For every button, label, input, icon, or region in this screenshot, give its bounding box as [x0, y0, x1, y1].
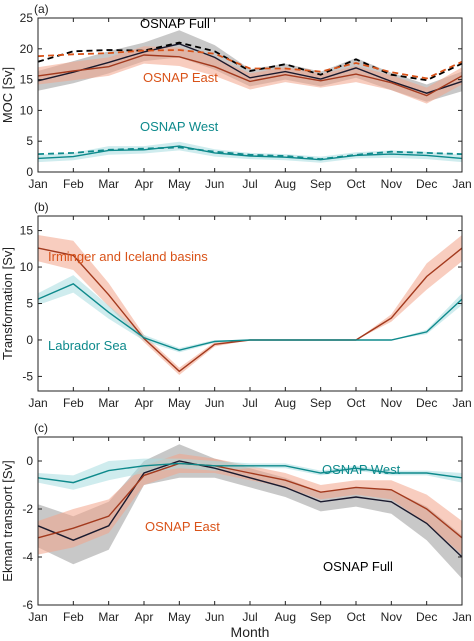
x-axis-label: Month [231, 624, 270, 640]
panel-label: (c) [34, 421, 48, 435]
x-tick-label: Aug [275, 610, 296, 624]
panel-label: (a) [34, 2, 49, 16]
x-tick-label: Sep [310, 396, 332, 410]
y-tick-label: 15 [20, 224, 34, 238]
series-line-labrador-sea [37, 282, 463, 351]
x-tick-label: Jul [242, 177, 257, 191]
x-tick-label: Feb [63, 177, 84, 191]
y-tick-label: 0 [26, 333, 33, 347]
y-tick-label: 5 [26, 134, 33, 148]
x-tick-label: Apr [135, 396, 154, 410]
y-tick-label: 5 [26, 297, 33, 311]
x-tick-label: Mar [98, 177, 119, 191]
panel-a: 0 5 10 15 20 25 Jan Feb Mar Apr May Jun Jul Aug Sep Oct… [0, 2, 472, 191]
y-tick-label: -6 [22, 598, 33, 612]
annotation-irminger-and-iceland-basins: Irminger and Iceland basins [48, 249, 208, 264]
x-tick-label: Dec [416, 610, 437, 624]
panel-c: -6 -4 -2 0 Jan Feb Mar Apr May Jun Jul Aug Sep Oct Nov… [0, 421, 472, 640]
x-tick-label: Feb [63, 610, 84, 624]
panel-label: (b) [34, 200, 49, 214]
y-axis-label: Ekman transport [Sv] [0, 460, 15, 581]
series-line-osnap-east [37, 462, 463, 539]
x-tick-label: Feb [63, 396, 84, 410]
x-tick-label: Sep [310, 610, 332, 624]
series-line-osnap-full [37, 43, 463, 94]
annotation-labrador-sea: Labrador Sea [48, 338, 128, 353]
x-tick-label: Jan [452, 610, 471, 624]
x-tick-label: Oct [347, 396, 366, 410]
x-tick-label: May [168, 177, 191, 191]
x-tick-label: Oct [347, 610, 366, 624]
series-line-osnap-full [37, 460, 463, 558]
x-tick-label: Jan [28, 610, 47, 624]
x-tick-label: Jan [452, 396, 471, 410]
x-tick-label: Jan [452, 177, 471, 191]
x-tick-label: May [168, 610, 191, 624]
y-tick-label: -5 [22, 369, 33, 383]
x-tick-label: May [168, 396, 191, 410]
x-tick-label: Apr [135, 610, 154, 624]
y-axis-label: Transformation [Sv] [0, 247, 15, 360]
x-tick-label: Jul [242, 610, 257, 624]
x-tick-label: Jul [242, 396, 257, 410]
x-tick-label: Nov [381, 177, 402, 191]
y-tick-label: 10 [20, 103, 34, 117]
y-tick-label: 25 [20, 11, 34, 25]
y-axis-label: MOC [Sv] [0, 67, 15, 123]
y-tick-label: 0 [26, 454, 33, 468]
y-tick-label: 20 [20, 42, 34, 56]
x-tick-label: Nov [381, 396, 402, 410]
annotation-osnap-west: OSNAP West [322, 462, 401, 477]
x-tick-label: Jun [205, 396, 224, 410]
annotation-osnap-west: OSNAP West [140, 119, 219, 134]
band-osnap-west [38, 141, 462, 163]
band-osnap-east [38, 453, 462, 555]
x-tick-label: Dec [416, 177, 437, 191]
x-tick-label: Sep [310, 177, 332, 191]
series-line-osnap-west-dashed [37, 146, 463, 161]
x-tick-label: Nov [381, 610, 402, 624]
band-osnap-east [38, 46, 462, 104]
x-tick-label: Mar [98, 610, 119, 624]
y-tick-label: -4 [22, 550, 33, 564]
y-tick-label: 15 [20, 73, 34, 87]
panel-b: -5 0 5 10 15 Jan Feb Mar Apr May Jun Jul Aug Sep Oct No… [0, 200, 472, 410]
annotation-osnap-east: OSNAP East [143, 70, 218, 85]
annotation-osnap-full: OSNAP Full [323, 559, 393, 574]
series-line-osnap-full-dashed [37, 41, 463, 82]
x-tick-label: Oct [347, 177, 366, 191]
series-line-osnap-west [37, 462, 463, 484]
x-tick-label: Dec [416, 396, 437, 410]
y-tick-label: -2 [22, 502, 33, 516]
x-tick-label: Apr [135, 177, 154, 191]
x-tick-label: Jun [205, 610, 224, 624]
x-tick-label: Aug [275, 396, 296, 410]
y-tick-label: 10 [20, 260, 34, 274]
band-labrador-sea [38, 275, 462, 353]
series-line-osnap-east-dashed [37, 49, 463, 80]
series-line-osnap-east [37, 54, 463, 97]
annotation-osnap-full: OSNAP Full [140, 16, 210, 31]
annotation-osnap-east: OSNAP East [145, 519, 220, 534]
x-tick-label: Jan [28, 396, 47, 410]
x-tick-label: Mar [98, 396, 119, 410]
x-tick-label: Jan [28, 177, 47, 191]
x-tick-label: Aug [275, 177, 296, 191]
y-tick-label: 0 [26, 165, 33, 179]
x-tick-label: Jun [205, 177, 224, 191]
